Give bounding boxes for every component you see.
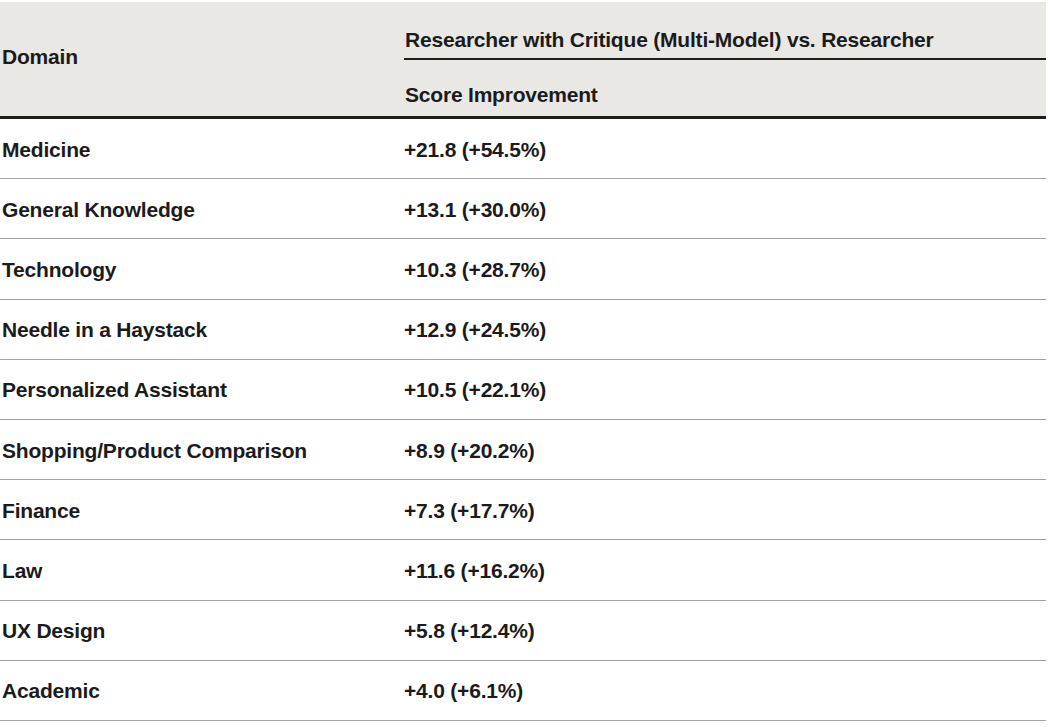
table-row: General Knowledge +13.1 (+30.0%) [0, 179, 1046, 239]
table-row: Technology +10.3 (+28.7%) [0, 239, 1046, 299]
improvement-cell: +5.8 (+12.4%) [404, 600, 1046, 660]
domain-cell: Law [0, 540, 404, 600]
table-body: Medicine +21.8 (+54.5%) General Knowledg… [0, 118, 1046, 721]
column-header-score-improvement: Score Improvement [404, 59, 1046, 118]
domain-cell: Finance [0, 480, 404, 540]
improvement-cell: +7.3 (+17.7%) [404, 480, 1046, 540]
domain-cell: Personalized Assistant [0, 359, 404, 419]
table-row: Finance +7.3 (+17.7%) [0, 480, 1046, 540]
improvement-cell: +4.0 (+6.1%) [404, 660, 1046, 720]
domain-cell: Shopping/Product Comparison [0, 419, 404, 479]
domain-cell: Needle in a Haystack [0, 299, 404, 359]
improvement-cell: +12.9 (+24.5%) [404, 299, 1046, 359]
table-row: Law +11.6 (+16.2%) [0, 540, 1046, 600]
results-table-container: Domain Researcher with Critique (Multi-M… [0, 2, 1046, 721]
domain-cell: Medicine [0, 118, 404, 179]
table-row: Medicine +21.8 (+54.5%) [0, 118, 1046, 179]
improvement-cell: +8.9 (+20.2%) [404, 419, 1046, 479]
domain-cell: General Knowledge [0, 179, 404, 239]
improvement-cell: +10.5 (+22.1%) [404, 359, 1046, 419]
table-row: Personalized Assistant +10.5 (+22.1%) [0, 359, 1046, 419]
domain-cell: UX Design [0, 600, 404, 660]
table-row: Needle in a Haystack +12.9 (+24.5%) [0, 299, 1046, 359]
improvement-cell: +11.6 (+16.2%) [404, 540, 1046, 600]
domain-cell: Academic [0, 660, 404, 720]
domain-cell: Technology [0, 239, 404, 299]
column-header-domain: Domain [0, 2, 404, 118]
column-group-header: Researcher with Critique (Multi-Model) v… [404, 2, 1046, 59]
table-row: Shopping/Product Comparison +8.9 (+20.2%… [0, 419, 1046, 479]
table-row: Academic +4.0 (+6.1%) [0, 660, 1046, 720]
improvement-cell: +21.8 (+54.5%) [404, 118, 1046, 179]
results-table: Domain Researcher with Critique (Multi-M… [0, 2, 1046, 721]
improvement-cell: +10.3 (+28.7%) [404, 239, 1046, 299]
table-header: Domain Researcher with Critique (Multi-M… [0, 2, 1046, 118]
improvement-cell: +13.1 (+30.0%) [404, 179, 1046, 239]
table-row: UX Design +5.8 (+12.4%) [0, 600, 1046, 660]
